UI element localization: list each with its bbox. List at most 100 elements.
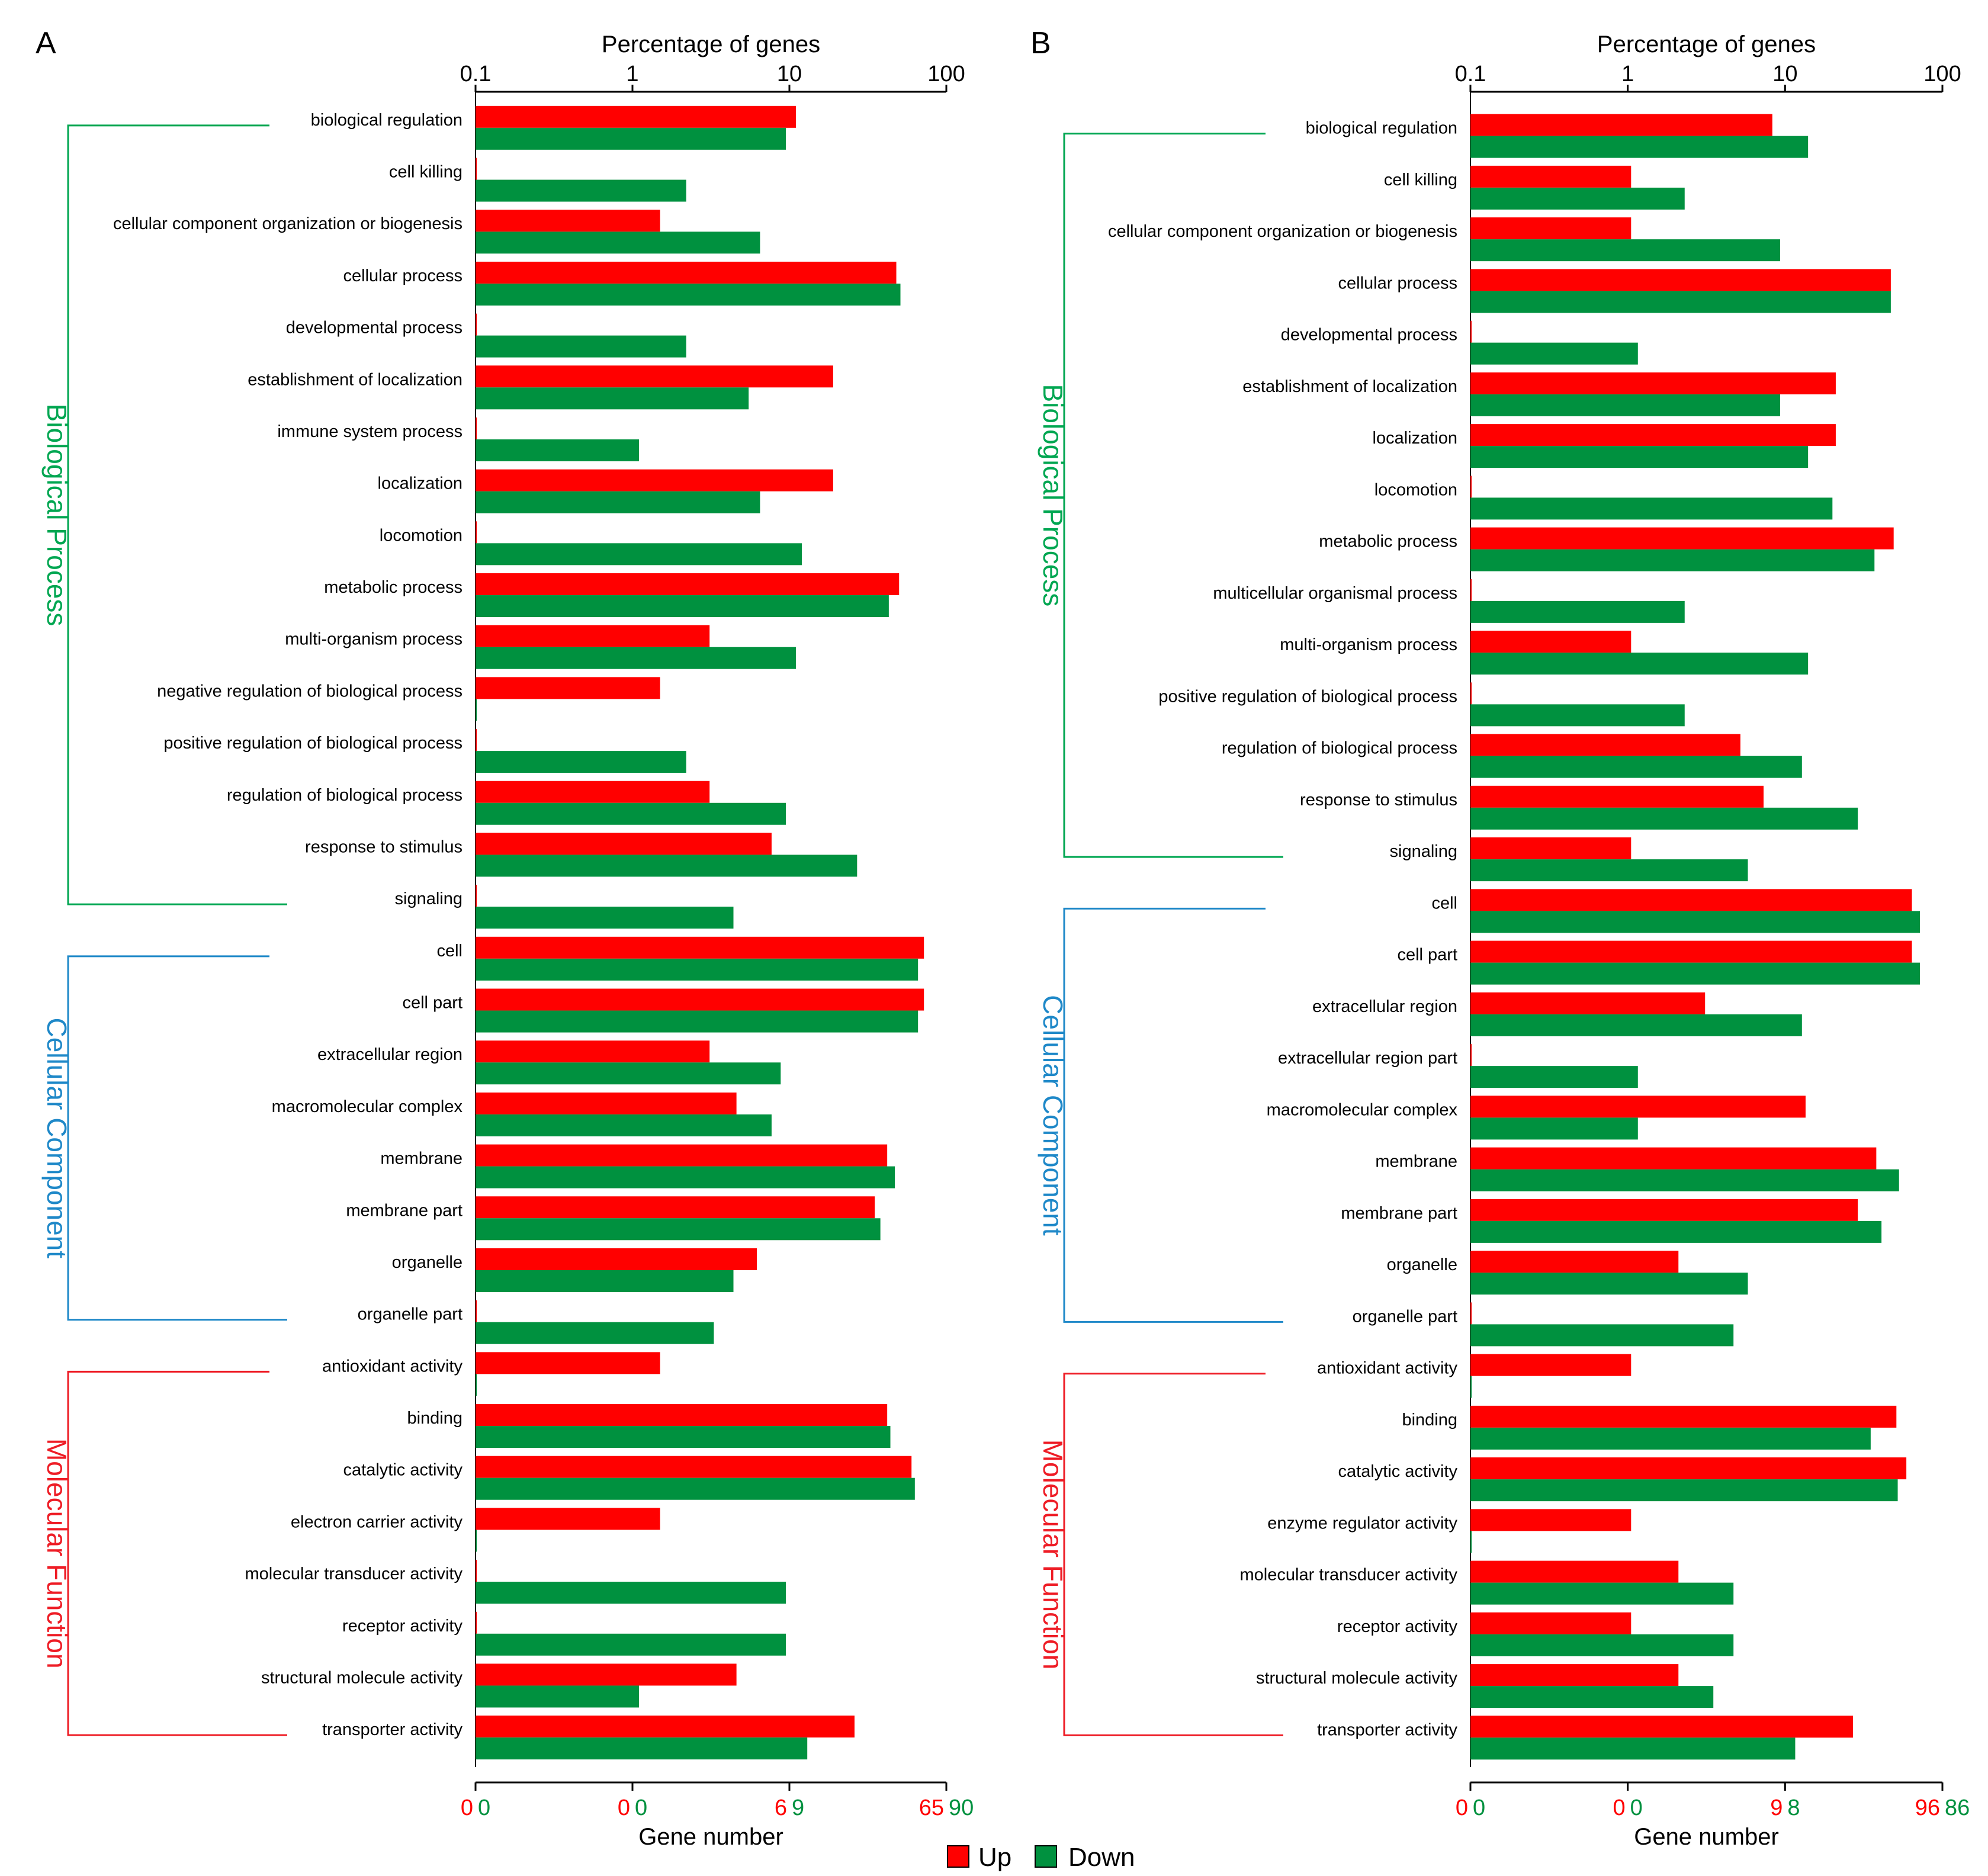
category-label: cell killing	[389, 163, 463, 182]
bar-up	[476, 210, 660, 232]
category-label: metabolic process	[324, 578, 463, 597]
bar-down	[476, 1218, 881, 1241]
bar-down	[1470, 756, 1802, 778]
bar-up	[1470, 940, 1912, 963]
bar-down	[1470, 1582, 1734, 1605]
group-label: Cellular Component	[1038, 995, 1068, 1236]
group-bracket	[67, 955, 287, 1321]
category-label: cell part	[1397, 946, 1457, 965]
bar-down	[476, 1270, 734, 1292]
category-label: response to stimulus	[1300, 791, 1457, 809]
bar-up	[476, 1456, 912, 1478]
bar-up	[1470, 889, 1912, 911]
bar-up-empty	[476, 313, 477, 336]
category-label: electron carrier activity	[291, 1512, 463, 1531]
bar-up	[476, 988, 924, 1011]
category-label: signaling	[1390, 842, 1457, 861]
bar-up	[1470, 1664, 1679, 1687]
bar-up	[1470, 114, 1772, 136]
category-label: enzyme regulator activity	[1267, 1514, 1457, 1533]
bar-down	[1470, 704, 1685, 727]
bar-up	[1470, 631, 1631, 653]
legend-up-label: Up	[978, 1843, 1011, 1872]
category-label: organelle	[392, 1253, 463, 1272]
bar-up	[476, 1144, 888, 1167]
bar-down	[476, 491, 760, 513]
top-axis-title: Percentage of genes	[602, 31, 820, 57]
bar-down	[1470, 291, 1891, 313]
bar-up	[1470, 1612, 1631, 1634]
bar-up	[1470, 1405, 1897, 1428]
group-label: Biological Process	[41, 404, 72, 627]
bar-up	[1470, 1096, 1806, 1118]
category-label: receptor activity	[342, 1617, 463, 1636]
category-label: establishment of localization	[248, 370, 463, 389]
bar-down	[476, 543, 802, 566]
top-axis-tick-label: 100	[927, 62, 965, 86]
category-label: cellular process	[1338, 274, 1457, 293]
bar-down	[1470, 1479, 1898, 1502]
bar-up	[1470, 269, 1891, 291]
category-label: structural molecule activity	[261, 1668, 463, 1687]
category-label: cellular component organization or bioge…	[1108, 222, 1457, 241]
panel-letter: A	[36, 26, 56, 60]
category-label: multi-organism process	[285, 630, 463, 649]
category-label: catalytic activity	[1338, 1462, 1458, 1481]
category-label: extracellular region	[1312, 997, 1457, 1016]
bar-down	[1470, 1324, 1734, 1347]
panel-a: A Percentage of genes 0.1 1 10 100 biological …	[36, 26, 974, 1850]
bar-up-empty	[1470, 579, 1472, 601]
bar-up	[1470, 1354, 1631, 1376]
bar-down	[1470, 549, 1875, 571]
group-bracket	[1063, 1373, 1283, 1736]
category-label: organelle part	[358, 1305, 463, 1324]
bar-down-empty	[476, 699, 477, 721]
group-label: Molecular Function	[1038, 1440, 1068, 1670]
category-label: molecular transducer activity	[245, 1565, 463, 1583]
bar-up-empty	[476, 1611, 477, 1634]
bar-down	[476, 1166, 895, 1188]
bar-down	[476, 1010, 918, 1033]
bar-down	[476, 1062, 781, 1085]
bottom-up-count: 0	[1613, 1795, 1626, 1820]
bar-up	[1470, 1560, 1679, 1583]
bar-up	[1470, 1199, 1858, 1221]
bottom-down-count: 0	[478, 1795, 490, 1820]
category-label: establishment of localization	[1242, 377, 1457, 396]
bar-up	[476, 1248, 757, 1270]
category-label: organelle part	[1353, 1307, 1457, 1326]
bar-up-empty	[476, 158, 477, 180]
category-label: molecular transducer activity	[1240, 1566, 1458, 1585]
bar-up-empty	[1470, 1044, 1472, 1067]
category-label: developmental process	[1281, 326, 1457, 345]
top-axis-tick-label: 10	[1772, 62, 1797, 86]
category-label: antioxidant activity	[322, 1357, 463, 1376]
legend: Up Down	[947, 1843, 1135, 1872]
bar-down	[1470, 497, 1833, 520]
category-label: biological regulation	[311, 111, 463, 130]
bar-up	[476, 1663, 737, 1686]
bottom-up-count: 0	[1456, 1795, 1468, 1820]
bar-down	[476, 1582, 786, 1604]
bar-up	[1470, 527, 1894, 550]
bar-down	[476, 855, 857, 877]
category-label: positive regulation of biological proces…	[1158, 687, 1457, 706]
legend-up-swatch	[947, 1845, 969, 1868]
bar-up	[1470, 785, 1764, 808]
bar-up-empty	[1470, 1302, 1472, 1325]
bar-down	[476, 1737, 808, 1760]
category-label: biological regulation	[1306, 119, 1457, 138]
top-axis-tick-label: 0.1	[1455, 62, 1486, 86]
bar-down	[476, 802, 786, 825]
bar-down	[476, 958, 918, 981]
bar-up-empty	[476, 417, 477, 439]
bar-down	[1470, 1117, 1638, 1140]
bar-down	[1470, 1169, 1899, 1191]
bar-down	[476, 127, 786, 150]
category-label: regulation of biological process	[1222, 739, 1457, 758]
group-bracket	[1063, 907, 1283, 1323]
bar-up	[476, 1040, 710, 1063]
bar-down	[1470, 394, 1780, 416]
bar-up	[476, 677, 660, 699]
